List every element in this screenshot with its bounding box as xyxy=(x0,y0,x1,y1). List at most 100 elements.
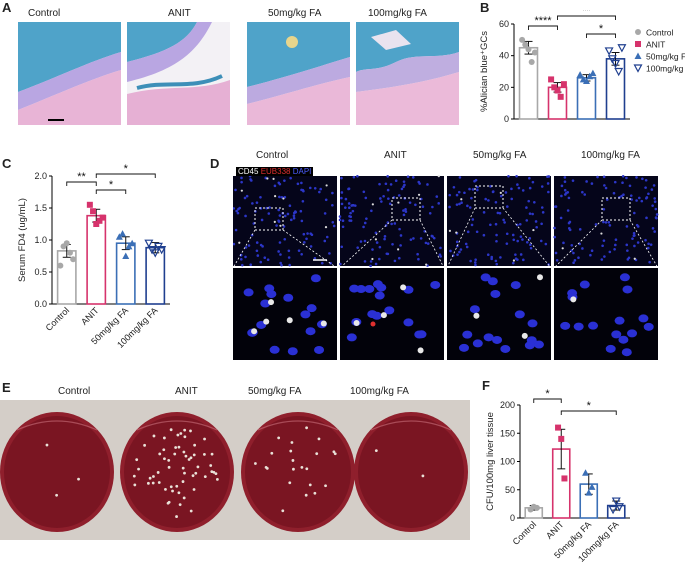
dapi-nucleus xyxy=(287,249,291,253)
data-point xyxy=(558,435,565,442)
dapi-nucleus xyxy=(426,183,429,186)
dapi-nucleus xyxy=(430,234,434,238)
dapi-nucleus xyxy=(384,182,388,186)
dapi-nucleus xyxy=(419,197,423,201)
dapi-nucleus xyxy=(644,178,648,182)
dapi-nucleus xyxy=(233,242,236,246)
bacterial-colony xyxy=(374,449,378,452)
dapi-nucleus xyxy=(613,180,617,184)
dapi-nucleus xyxy=(469,259,472,263)
dapi-nucleus xyxy=(244,255,247,259)
dapi-nucleus xyxy=(300,219,304,223)
dapi-nucleus xyxy=(437,202,441,205)
zoom-box xyxy=(391,197,421,221)
dapi-nucleus xyxy=(589,253,592,257)
dapi-nucleus xyxy=(386,175,389,178)
dapi-nucleus xyxy=(233,207,236,210)
dapi-nucleus xyxy=(356,174,359,178)
bacterial-colony xyxy=(212,470,216,474)
dapi-nucleus-zoom xyxy=(306,304,317,313)
data-point xyxy=(589,69,597,77)
dapi-nucleus xyxy=(243,196,247,200)
dapi-nucleus xyxy=(544,242,548,246)
dapi-nucleus xyxy=(539,239,543,243)
dapi-nucleus xyxy=(546,175,549,178)
bacterial-colony xyxy=(178,503,182,507)
data-point xyxy=(583,77,590,84)
bacterial-colony xyxy=(187,458,191,461)
dapi-nucleus xyxy=(347,187,350,191)
dapi-nucleus-zoom xyxy=(384,306,395,315)
dapi-nucleus xyxy=(393,259,397,263)
dapi-nucleus xyxy=(409,238,413,241)
dapi-nucleus xyxy=(614,238,618,242)
dapi-nucleus xyxy=(369,260,373,263)
dapi-nucleus xyxy=(302,232,306,236)
panel-label-f: F xyxy=(482,378,490,393)
significance-label: * xyxy=(599,23,604,35)
dapi-nucleus xyxy=(412,237,415,240)
dapi-nucleus-zoom xyxy=(287,347,298,356)
dapi-nucleus xyxy=(458,202,461,206)
dapi-nucleus xyxy=(402,213,406,217)
dapi-nucleus xyxy=(637,196,641,200)
dapi-nucleus xyxy=(596,175,599,179)
cd45-cell xyxy=(238,241,241,244)
dapi-nucleus-zoom xyxy=(300,310,311,319)
dapi-nucleus xyxy=(630,198,633,201)
cd45-cell xyxy=(266,177,269,180)
dapi-nucleus xyxy=(378,182,381,186)
fluor-image xyxy=(340,176,444,266)
dapi-nucleus xyxy=(255,249,259,253)
cd45-cell xyxy=(561,247,564,250)
dapi-nucleus xyxy=(608,250,612,254)
bacterial-colony xyxy=(281,509,285,513)
data-point xyxy=(560,81,567,88)
panel-d-title-100: 100mg/kg FA xyxy=(581,150,640,161)
dapi-nucleus xyxy=(581,247,584,250)
dapi-nucleus xyxy=(570,244,574,247)
dapi-nucleus xyxy=(560,194,563,198)
dapi-nucleus xyxy=(379,197,382,200)
bacterial-colony xyxy=(203,437,206,441)
bacterial-colony xyxy=(167,465,171,469)
stain-dapi: DAPI xyxy=(292,167,312,176)
data-point xyxy=(614,67,624,77)
bacterial-colony xyxy=(300,466,304,469)
dapi-nucleus xyxy=(655,216,658,220)
dapi-nucleus xyxy=(470,223,474,227)
significance-bracket xyxy=(557,15,616,20)
dapi-nucleus xyxy=(504,191,508,194)
dapi-nucleus xyxy=(260,218,264,222)
dapi-nucleus-zoom xyxy=(490,289,501,298)
dapi-nucleus xyxy=(577,256,580,260)
bacterial-colony xyxy=(194,471,198,475)
dapi-nucleus xyxy=(241,263,244,267)
dapi-nucleus xyxy=(635,199,638,202)
dapi-nucleus-zoom xyxy=(492,335,503,344)
bacterial-colony xyxy=(189,456,193,460)
bacterial-colony xyxy=(189,509,193,513)
bacterial-colony xyxy=(324,484,327,488)
dapi-nucleus xyxy=(380,200,383,203)
dapi-nucleus xyxy=(494,200,498,204)
dapi-nucleus xyxy=(452,185,456,189)
dapi-nucleus xyxy=(553,235,557,239)
dapi-nucleus xyxy=(620,194,623,198)
dapi-nucleus xyxy=(374,231,378,235)
dapi-nucleus xyxy=(498,211,502,215)
dapi-nucleus xyxy=(626,258,630,261)
bacterial-colony xyxy=(182,450,186,454)
bacterial-colony xyxy=(315,452,319,456)
fluor-image xyxy=(447,176,551,266)
dapi-nucleus xyxy=(259,243,263,247)
dapi-nucleus-zoom xyxy=(430,280,441,289)
dapi-nucleus xyxy=(614,243,617,247)
dapi-nucleus xyxy=(653,230,656,233)
dapi-nucleus xyxy=(463,191,466,195)
cd45-cell xyxy=(324,226,328,229)
x-tick-label: Control xyxy=(44,305,72,333)
dapi-nucleus xyxy=(602,220,605,224)
cd45-cell xyxy=(499,191,502,194)
bacterial-colony xyxy=(175,515,178,518)
